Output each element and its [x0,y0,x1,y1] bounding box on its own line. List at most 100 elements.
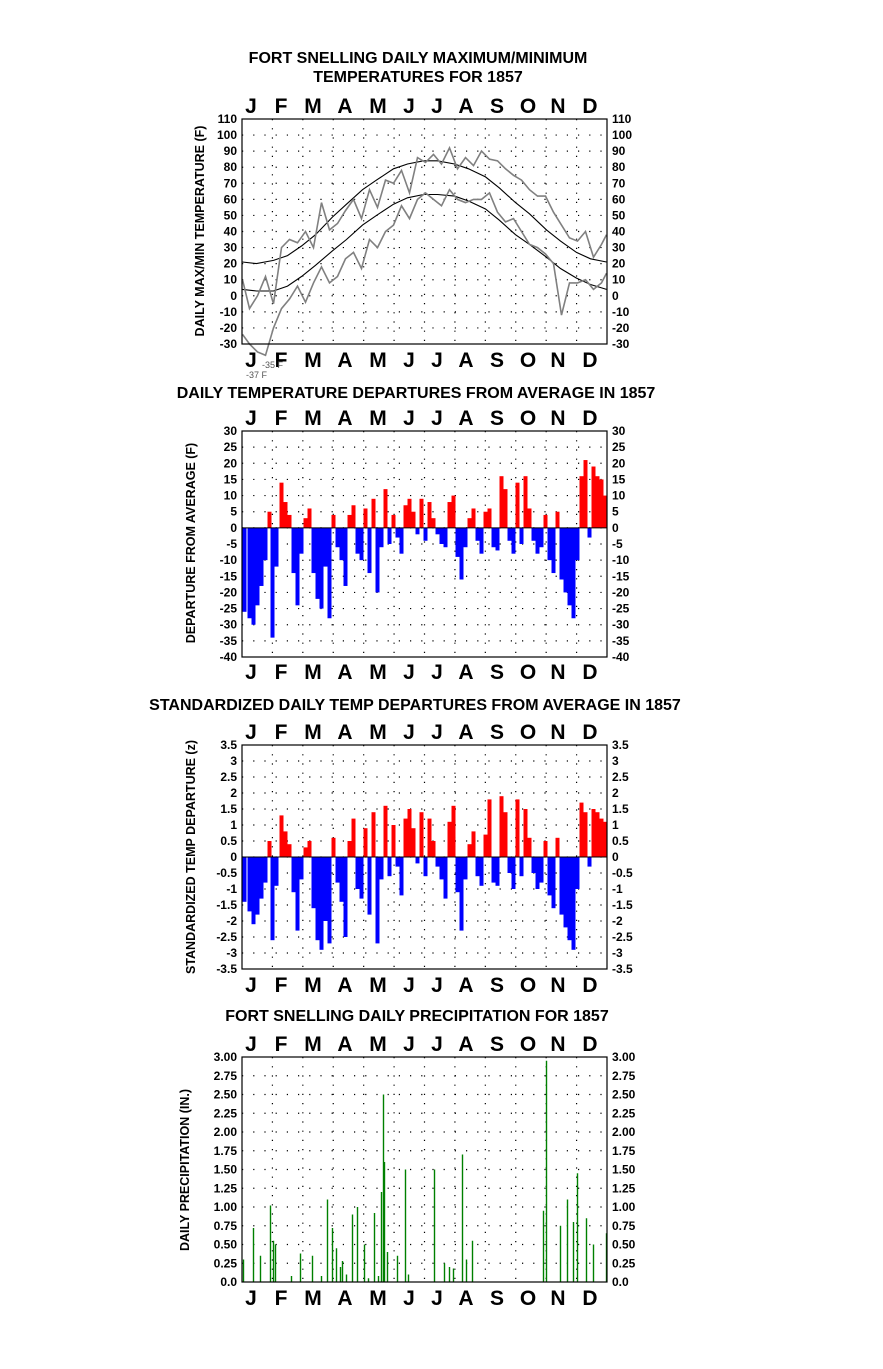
y-tick-label-left: -20 [220,321,238,335]
y-tick-label-left: 25 [224,440,238,454]
departure-bar-positive [583,460,588,528]
departure-bar-positive [279,815,284,857]
departure-bar-negative [327,857,332,944]
y-tick-label-left: -1 [226,882,237,896]
month-label-bottom: F [275,974,288,997]
y-tick-label-left: -25 [220,602,238,616]
departure-bar-negative [567,527,572,606]
departure-bar-positive [403,818,408,857]
departure-bar-negative [295,527,300,606]
departure-bar-positive [527,508,532,528]
y-tick-label-right: -30 [612,618,630,632]
y-tick-label-left: 2.25 [214,1106,238,1120]
month-label-bottom: J [403,974,415,997]
plot-frame [241,118,608,345]
y-tick-label-left: -10 [220,305,238,319]
departure-bar-negative [315,527,320,599]
y-tick-label-right: 60 [612,192,626,206]
y-tick-label-right: 0.50 [612,1238,636,1252]
departure-bar-negative [415,857,420,864]
departure-bar-positive [303,518,308,528]
month-label-top: M [304,721,322,744]
departure-bar-positive [555,511,560,528]
departure-bar-positive [487,508,492,528]
departure-bar-positive [595,476,600,528]
month-label-bottom: J [431,1287,443,1310]
departure-bar-negative [423,857,428,877]
departure-bar-negative [519,527,524,544]
departure-bar-negative [455,857,460,893]
departure-bar-negative [575,857,580,889]
y-tick-label-left: -0.5 [216,866,237,880]
departure-bar-positive [307,508,312,528]
y-tick-label-left: 2.00 [214,1125,238,1139]
departure-bar-positive [451,495,456,528]
month-label-bottom: J [431,661,443,684]
month-label-bottom: M [369,974,387,997]
departure-bar-negative [415,527,420,535]
departure-bar-positive [383,489,388,528]
departure-bar-negative [355,857,360,889]
departure-bar-negative [387,857,392,877]
departure-bar-negative [463,857,468,880]
departure-bar-negative [587,857,592,867]
y-tick-label-right: 1.25 [612,1181,636,1195]
departure-bar-negative [291,857,296,893]
departure-bar-negative [247,857,252,912]
departure-bar-positive [431,841,436,857]
y-tick-label-left: 3.5 [220,738,237,752]
departure-bar-negative [251,527,256,625]
y-tick-label-left: 100 [217,128,237,142]
departure-bar-negative [339,857,344,902]
y-tick-label-left: 70 [224,176,238,190]
y-tick-label-left: -10 [220,553,238,567]
departure-bar-positive [431,518,436,528]
month-label-top: J [403,1033,415,1056]
departure-bar-positive [543,841,548,857]
departure-bar-negative [327,527,332,619]
y-tick-label-right: 30 [612,241,626,255]
departure-bar-negative [507,857,512,873]
chart4-title: FORT SNELLING DAILY PRECIPITATION FOR 18… [225,1008,609,1025]
y-tick-label-left: 60 [224,192,238,206]
departure-bar-negative [563,527,568,593]
y-tick-label-right: -35 [612,634,630,648]
departure-bar-negative [395,857,400,867]
y-tick-label-left: 30 [224,241,238,255]
y-tick-label-right: 20 [612,257,626,271]
month-label-bottom: O [520,974,536,997]
departure-bar-positive [599,479,604,528]
departure-bar-negative [443,527,448,548]
departure-bar-negative [395,527,400,538]
departure-bar-negative [435,857,440,867]
departure-bar-negative [495,857,500,886]
departure-bar-positive [467,844,472,857]
month-label-bottom: A [458,1287,473,1310]
y-tick-label-left: -20 [220,585,238,599]
y-tick-label-left: 5 [230,505,237,519]
chart1-y-axis-label: DAILY MAX/MIN TEMPERATURE (F) [193,126,207,337]
departure-bar-positive [411,828,416,857]
y-tick-label-left: 50 [224,208,238,222]
y-tick-label-left: 0.0 [220,1275,237,1289]
y-tick-label-left: 15 [224,472,238,486]
departure-bar-negative [475,857,480,877]
departure-bar-positive [591,809,596,857]
month-label-top: M [369,95,387,118]
y-tick-label-right: 25 [612,440,626,454]
month-label-bottom: J [431,974,443,997]
chart4-y-axis-label: DAILY PRECIPITATION (IN.) [178,1089,192,1251]
departure-bar-positive [283,502,288,528]
month-label-bottom: M [369,349,387,372]
departure-bar-negative [270,857,275,941]
month-label-top: D [582,1033,597,1056]
departure-bar-negative [551,527,556,574]
departure-bar-negative [491,857,496,883]
y-tick-label-left: -2.5 [216,930,237,944]
departure-bar-negative [547,527,552,561]
departure-bar-negative [274,527,279,567]
departure-bar-negative [463,527,468,548]
departure-bar-negative [259,857,264,899]
departure-bar-negative [379,857,384,880]
departure-bar-positive [595,812,600,857]
